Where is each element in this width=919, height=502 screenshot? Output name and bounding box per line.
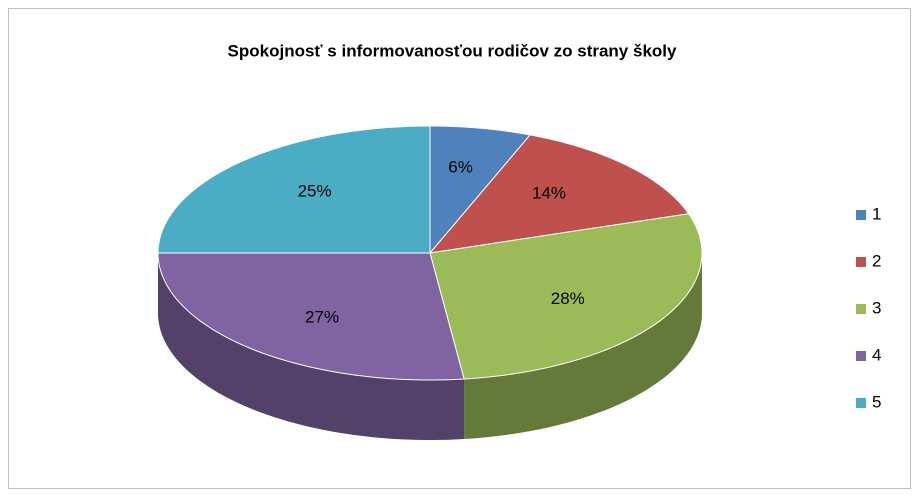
slice-side: [464, 253, 702, 439]
data-label: 25%: [298, 181, 332, 200]
legend-label: 4: [872, 345, 881, 364]
chart-title: Spokojnosť s informovanosťou rodičov zo …: [228, 41, 677, 60]
slice: [157, 125, 431, 254]
slice: [157, 252, 465, 381]
legend-label: 2: [872, 251, 881, 270]
slice-side-shade: [464, 253, 702, 439]
data-label: 27%: [305, 307, 339, 326]
legend-swatch: [856, 304, 866, 314]
legend-label: 5: [872, 392, 881, 411]
legend-swatch: [856, 351, 866, 361]
data-label: 28%: [551, 289, 585, 308]
legend-label: 1: [872, 204, 881, 223]
slice-side: [158, 253, 465, 440]
data-label: 14%: [532, 183, 566, 202]
slice-side-shade: [158, 253, 465, 440]
legend-swatch: [856, 398, 866, 408]
data-label: 6%: [448, 158, 473, 177]
legend-swatch: [856, 257, 866, 267]
legend-label: 3: [872, 298, 881, 317]
legend-swatch: [856, 210, 866, 220]
slice: [429, 125, 532, 255]
slice: [429, 213, 703, 380]
